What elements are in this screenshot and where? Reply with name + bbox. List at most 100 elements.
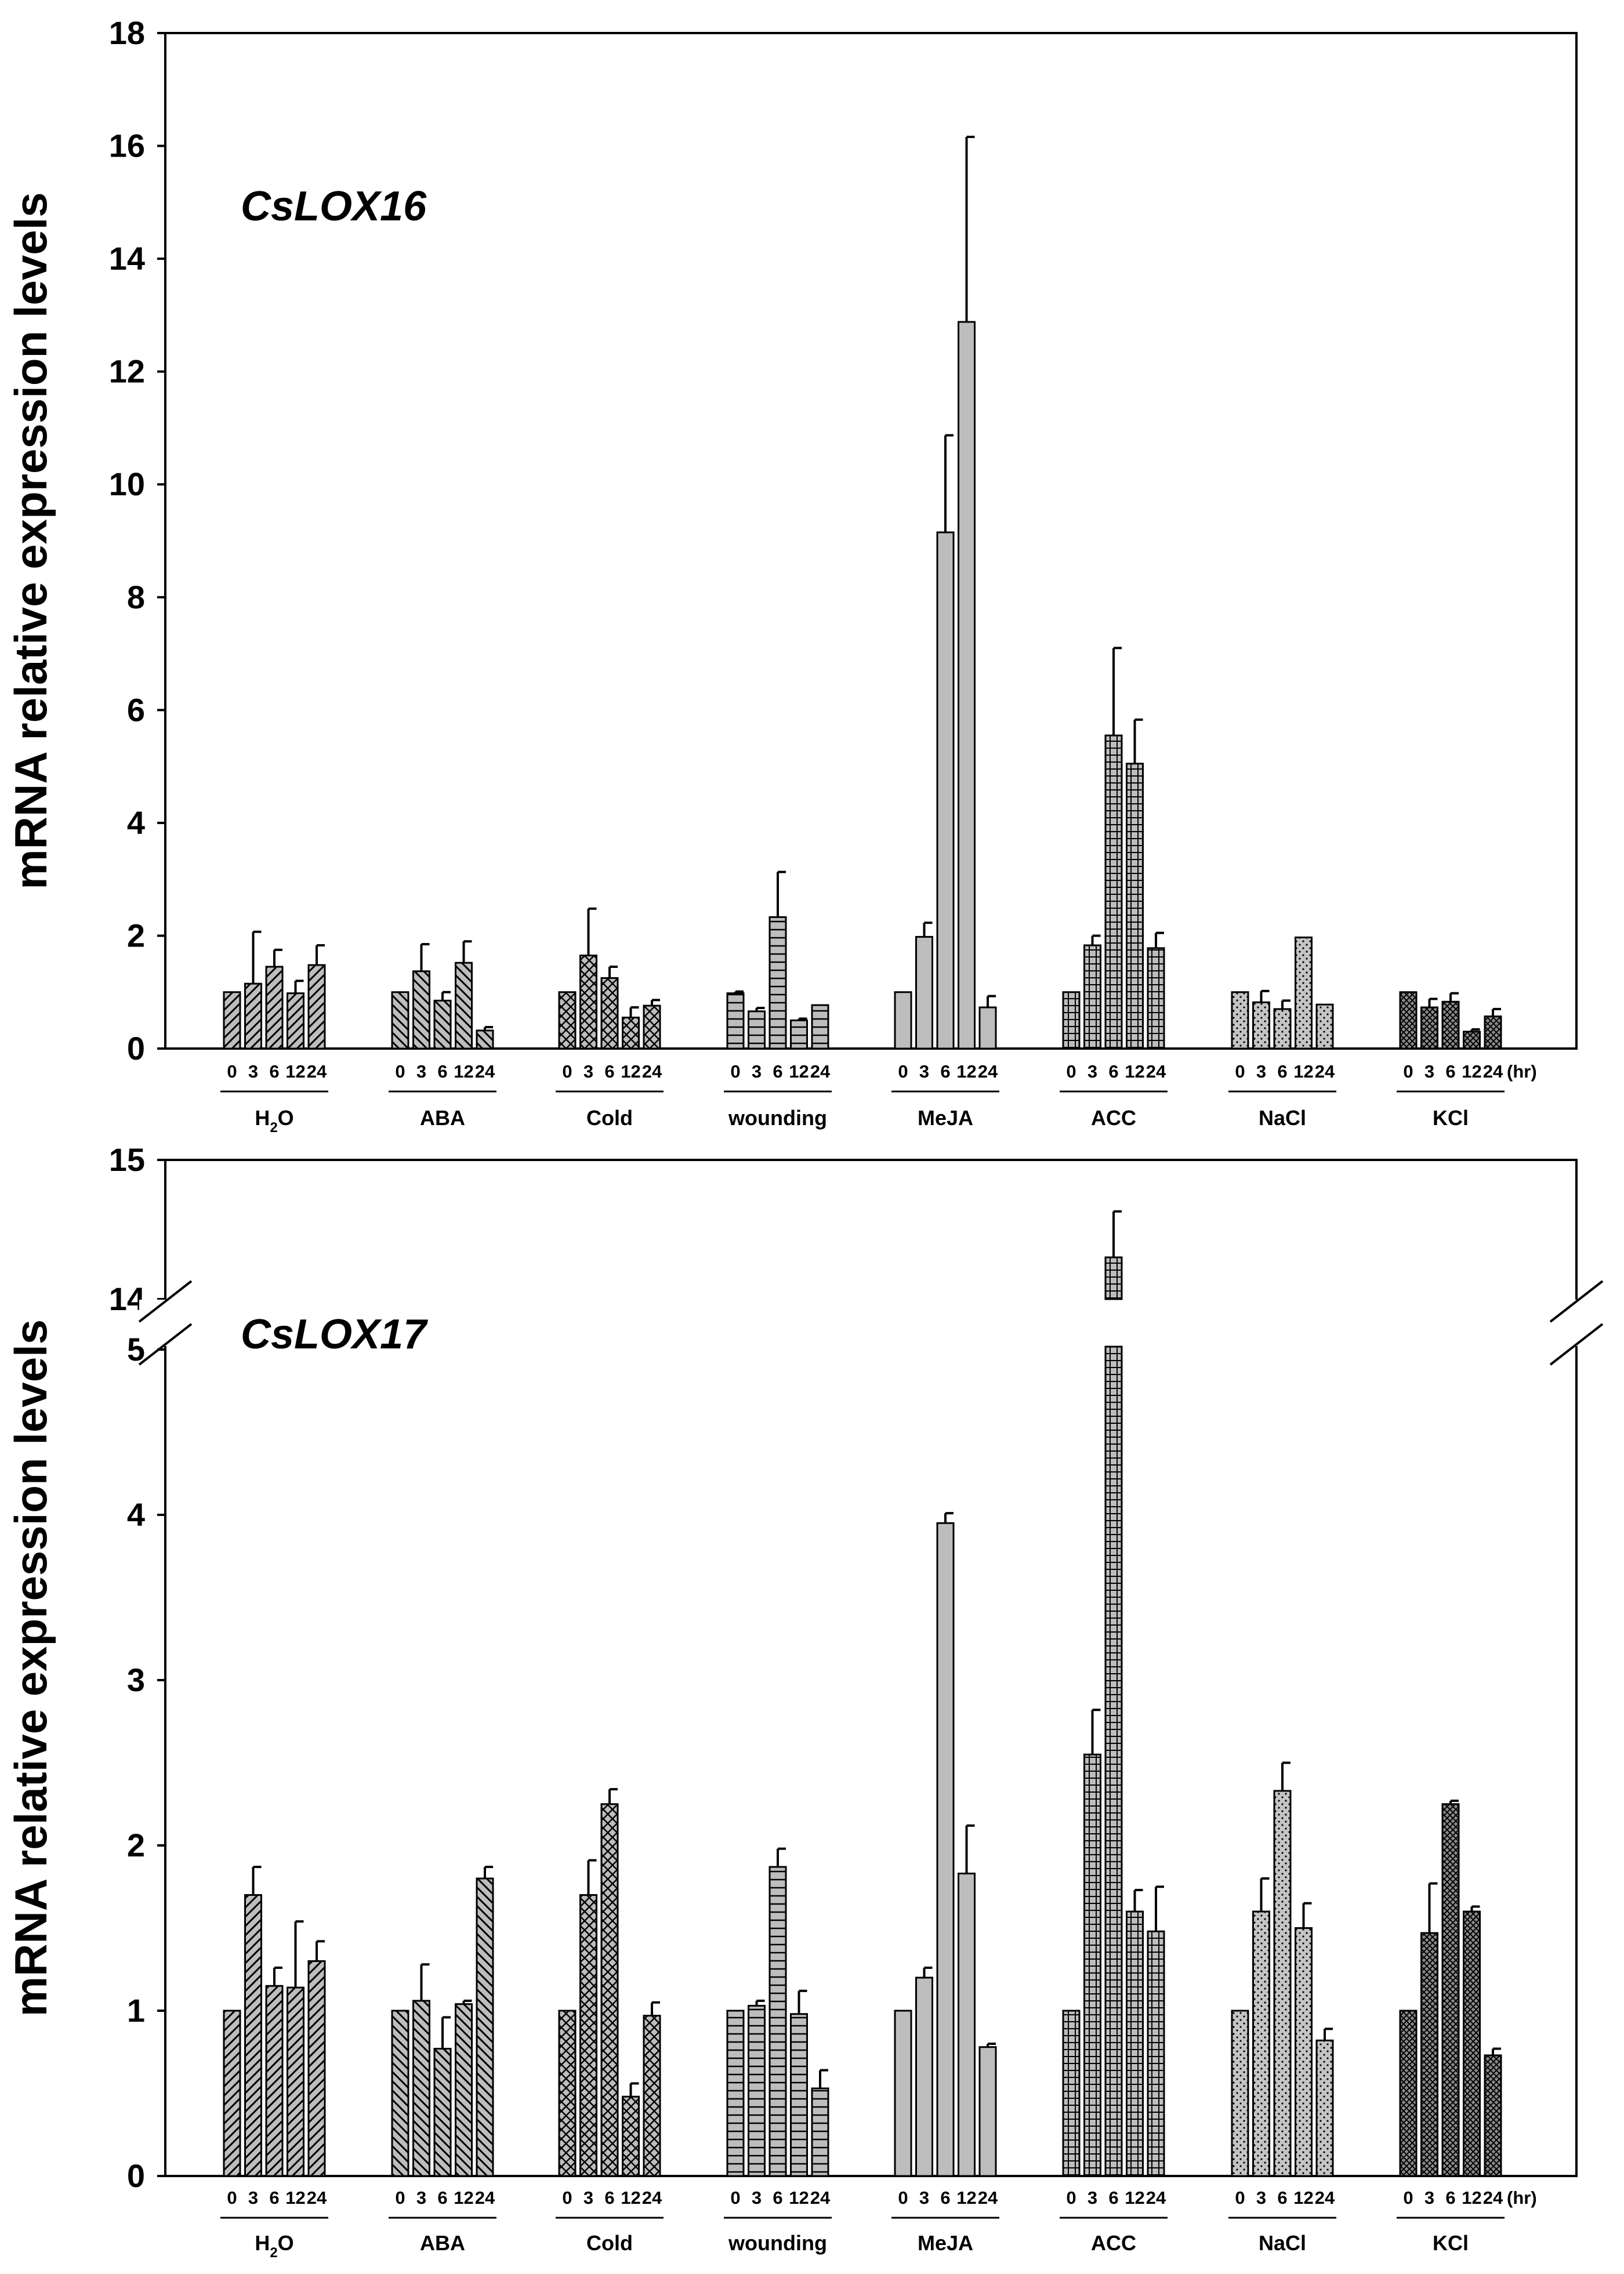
bar: [1252, 1910, 1270, 2177]
y-tick-label: 2: [127, 917, 145, 953]
bar: [1062, 2010, 1081, 2177]
x-tick-label: 12: [621, 1061, 640, 1082]
y-tick-label: 16: [109, 128, 145, 164]
x-tick-label: 3: [919, 2188, 929, 2208]
x-tick-label: 0: [730, 1061, 740, 1082]
y-tick-label: 8: [127, 579, 145, 615]
bar: [223, 2010, 241, 2177]
plot-frame: [164, 32, 1578, 1050]
bar: [1463, 1910, 1481, 2177]
x-tick-label: 6: [1108, 2188, 1118, 2208]
bar: [1231, 991, 1249, 1050]
x-tick-label: 24: [1483, 1061, 1503, 1082]
bar: [476, 1029, 494, 1050]
bar: [748, 2004, 766, 2177]
bar: [455, 2003, 473, 2177]
x-tick-label: 3: [919, 1061, 929, 1082]
bar: [307, 1960, 326, 2177]
bar: [1441, 1000, 1460, 1050]
x-tick-label: 12: [1462, 1061, 1481, 1082]
y-tick-label: 14: [109, 1281, 145, 1317]
bar: [1126, 763, 1144, 1050]
x-tick-label: 24: [810, 1061, 831, 1082]
y-tick-label: 15: [109, 1141, 145, 1178]
x-tick-label: 24: [307, 1061, 327, 1082]
x-tick-label: 0: [227, 1061, 237, 1082]
bar: [600, 977, 619, 1050]
y-tick-label: 18: [109, 14, 145, 51]
bar: [1420, 1932, 1438, 2177]
bar: [1295, 1927, 1313, 2177]
x-tick-label: 0: [730, 2188, 740, 2208]
y-axis-label: mRNA relative expression levels: [5, 192, 56, 889]
x-tick-label: 24: [1146, 1061, 1166, 1082]
bar: [1231, 2010, 1249, 2177]
x-tick-label: 0: [1403, 1061, 1413, 1082]
group-label: wounding: [728, 2231, 827, 2255]
x-tick-label: 12: [789, 2188, 809, 2208]
y-tick-label: 1: [127, 1992, 145, 2029]
bar: [455, 962, 473, 1050]
group-label: NaCl: [1259, 1106, 1306, 1130]
bar: [1420, 1006, 1438, 1050]
x-tick-label: 0: [562, 1061, 572, 1082]
bar: [1252, 1001, 1270, 1050]
bar: [958, 1872, 976, 2177]
bar: [433, 2048, 452, 2177]
x-tick-label: 6: [1445, 1061, 1455, 1082]
x-tick-label: 0: [562, 2188, 572, 2208]
x-tick-label: 12: [1293, 1061, 1313, 1082]
bar: [558, 991, 577, 1050]
bar: [978, 2046, 997, 2177]
bar: [476, 1877, 494, 2177]
x-tick-label: 6: [1277, 1061, 1287, 1082]
y-tick-label: 4: [127, 804, 145, 841]
group-label: H2O: [255, 1106, 293, 1136]
bar: [958, 321, 976, 1050]
bar: [1463, 1031, 1481, 1050]
x-tick-label: 6: [773, 2188, 782, 2208]
gene-label: CsLOX16: [241, 183, 427, 230]
x-tick-label: 3: [1256, 2188, 1266, 2208]
bar: [936, 1522, 955, 2177]
bar: [768, 916, 787, 1050]
bar: [1104, 734, 1123, 1050]
bar: [1484, 1015, 1502, 1050]
group-label: Cold: [586, 2231, 633, 2255]
break-mark-right: [1549, 1280, 1604, 1323]
x-tick-label: 3: [752, 1061, 762, 1082]
bar: [1441, 1803, 1460, 2177]
x-tick-label: 3: [1256, 1061, 1266, 1082]
bar: [1147, 947, 1165, 1050]
bar: [1083, 1753, 1101, 2177]
bar: [287, 1986, 304, 2177]
break-mark-right: [1549, 1323, 1604, 1366]
bar: [790, 1019, 808, 1050]
bar: [391, 2010, 409, 2177]
x-tick-label: 6: [269, 1061, 279, 1082]
bar: [643, 2015, 661, 2177]
bar: [1147, 1930, 1165, 2177]
x-tick-label: 24: [475, 1061, 495, 1082]
x-tick-label: 12: [1293, 2188, 1313, 2208]
y-tick-label: 0: [127, 2157, 145, 2194]
bar: [622, 2095, 640, 2177]
x-tick-label: 0: [227, 2188, 237, 2208]
bar: [1295, 936, 1313, 1050]
bar: [265, 1985, 284, 2177]
group-label: MeJA: [918, 2231, 973, 2255]
x-tick-label: 0: [1235, 2188, 1245, 2208]
x-tick-label: 3: [752, 2188, 762, 2208]
x-tick-label: 24: [978, 1061, 998, 1082]
x-tick-label: 24: [307, 2188, 327, 2208]
x-tick-label: 6: [940, 1061, 950, 1082]
x-tick-label: 6: [437, 2188, 447, 2208]
x-tick-label: 0: [395, 2188, 405, 2208]
break-mark-left: [138, 1323, 193, 1366]
bar: [1399, 991, 1418, 1050]
time-unit-label: (hr): [1507, 2188, 1537, 2208]
x-tick-label: 0: [1235, 1061, 1245, 1082]
bar: [244, 1894, 262, 2177]
x-tick-label: 0: [898, 1061, 908, 1082]
